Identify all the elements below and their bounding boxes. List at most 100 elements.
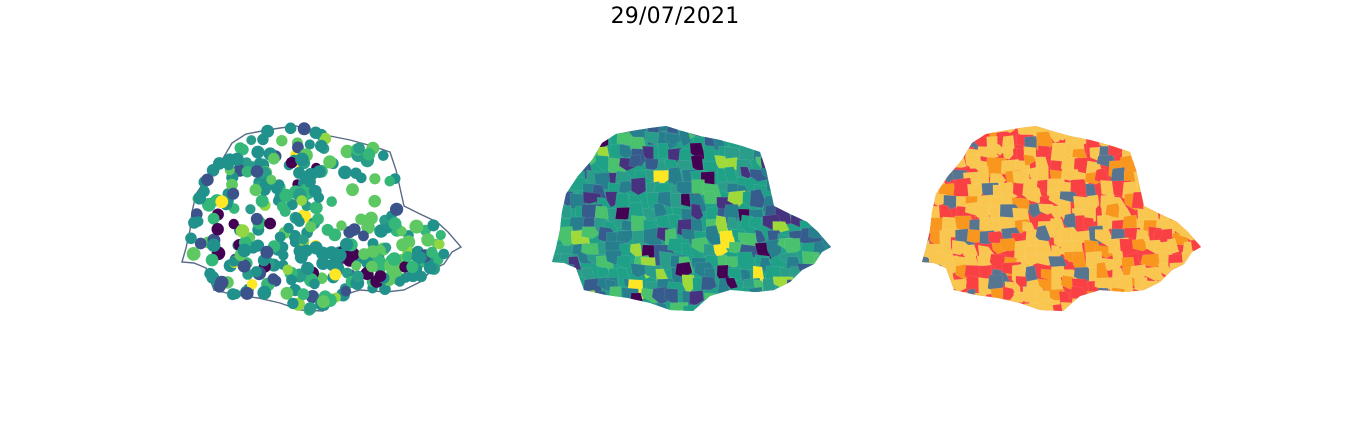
municipality-point	[193, 191, 207, 205]
municipality-category-region	[1147, 183, 1170, 204]
municipality-category-region	[1048, 316, 1062, 331]
municipality-category-region	[1158, 276, 1174, 297]
municipality-category-region	[1027, 313, 1040, 335]
municipality-point	[185, 232, 197, 245]
municipality-region	[713, 243, 729, 259]
municipality-point	[427, 219, 440, 232]
municipality-point	[368, 194, 382, 208]
municipality-category-region	[1132, 126, 1153, 139]
municipality-category-region	[1150, 314, 1164, 335]
municipality-category-region	[1135, 312, 1147, 328]
municipality-point	[304, 167, 318, 182]
municipality-point	[292, 141, 304, 154]
municipality-point	[296, 195, 308, 206]
municipality-category-region	[931, 287, 951, 303]
municipality-point	[266, 174, 277, 185]
municipality-point	[362, 147, 376, 161]
municipality-category-region	[1168, 193, 1182, 211]
municipality-category-region	[973, 315, 989, 329]
municipality-category-region	[1194, 126, 1201, 143]
municipality-category-region	[1191, 204, 1201, 226]
municipality-point	[353, 142, 365, 154]
municipality-point	[421, 233, 435, 247]
municipality-category-region	[1087, 298, 1105, 311]
municipality-point	[283, 222, 294, 234]
municipality-category-region	[1193, 279, 1201, 297]
municipality-category-region	[1191, 180, 1201, 197]
municipality-category-region	[1158, 290, 1174, 310]
municipality-category-region	[1035, 316, 1056, 329]
municipality-category-region	[1146, 155, 1163, 175]
municipality-category-region	[1123, 288, 1146, 308]
municipality-category-region	[1158, 136, 1175, 151]
municipality-region	[618, 180, 634, 194]
municipality-category-region	[1183, 128, 1201, 144]
municipality-point	[295, 152, 309, 167]
municipality-point	[297, 288, 310, 301]
municipality-category-region	[1177, 310, 1193, 311]
municipality-point	[293, 166, 306, 179]
municipality-region	[724, 277, 739, 290]
municipality-category-region	[1005, 316, 1026, 330]
municipality-category-region	[1190, 312, 1208, 326]
municipality-point	[301, 261, 315, 275]
municipality-category-region	[1193, 220, 1201, 236]
municipality-point	[257, 285, 272, 300]
municipality-category-region	[1131, 191, 1153, 209]
municipality-category-region	[1167, 180, 1190, 195]
municipality-category-region	[1145, 170, 1165, 185]
municipality-point	[250, 165, 264, 178]
municipality-point	[396, 226, 407, 237]
municipality-category-region	[922, 273, 928, 298]
municipality-category-region	[1179, 192, 1196, 207]
municipality-point	[186, 247, 201, 261]
municipality-point	[387, 252, 402, 266]
municipality-point	[206, 164, 220, 177]
municipality-region	[690, 154, 704, 171]
municipality-point	[249, 183, 262, 197]
municipality-category-region	[1144, 289, 1159, 311]
municipality-category-region	[1158, 317, 1173, 330]
municipality-category-region	[1160, 181, 1174, 197]
municipality-region	[619, 144, 635, 159]
municipality-point	[348, 223, 361, 236]
municipality-point	[356, 172, 367, 184]
municipality-point	[294, 250, 308, 264]
municipality-category-region	[1002, 286, 1016, 301]
municipality-point	[434, 238, 445, 250]
municipality-point	[384, 175, 396, 187]
municipality-point	[227, 187, 240, 200]
municipality-category-region	[1132, 144, 1148, 161]
municipality-category-region	[979, 300, 995, 311]
municipality-category-region	[1182, 286, 1201, 306]
municipality-category-region	[956, 126, 976, 133]
municipality-category-region	[915, 313, 930, 330]
municipality-region	[689, 290, 705, 306]
municipality-point	[237, 143, 249, 156]
municipality-category-region	[1181, 145, 1201, 161]
municipality-point	[309, 126, 322, 139]
municipality-point	[276, 135, 288, 147]
municipality-category-region	[1167, 287, 1187, 310]
municipality-point	[288, 229, 301, 243]
municipality-category-region	[1132, 288, 1145, 306]
municipality-category-region	[1168, 126, 1188, 142]
municipality-point	[305, 221, 317, 233]
municipality-region	[772, 221, 790, 233]
municipality-point	[358, 230, 369, 242]
municipality-category-region	[977, 146, 1000, 159]
municipality-region	[681, 274, 696, 295]
municipality-category-region	[922, 304, 932, 311]
municipality-region	[748, 216, 762, 229]
municipality-point	[411, 250, 426, 265]
municipality-point	[285, 157, 298, 169]
municipality-category-region	[1143, 302, 1156, 311]
municipality-category-region	[1167, 131, 1185, 144]
municipality-point	[240, 286, 254, 300]
municipality-category-region	[1070, 310, 1085, 311]
municipality-region	[582, 191, 603, 205]
municipality-point	[340, 144, 355, 159]
municipality-point	[340, 285, 352, 297]
